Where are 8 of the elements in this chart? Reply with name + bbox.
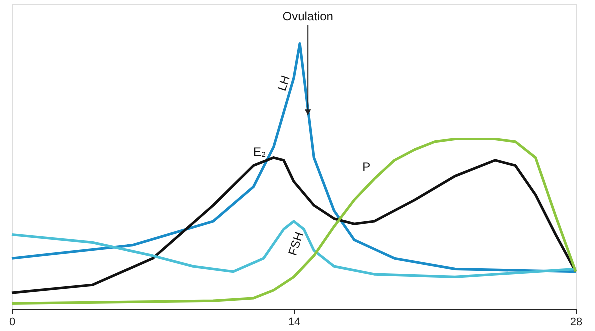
- text: FSH: [286, 230, 306, 258]
- x-tick-label: 0: [9, 316, 16, 328]
- x-tick-label: 28: [570, 316, 583, 328]
- series-label: P: [362, 160, 371, 174]
- x-tick-label: 14: [288, 316, 301, 328]
- annotation: Ovulation: [282, 9, 334, 24]
- text: LH: [274, 74, 293, 93]
- series-label: E₂: [254, 144, 267, 159]
